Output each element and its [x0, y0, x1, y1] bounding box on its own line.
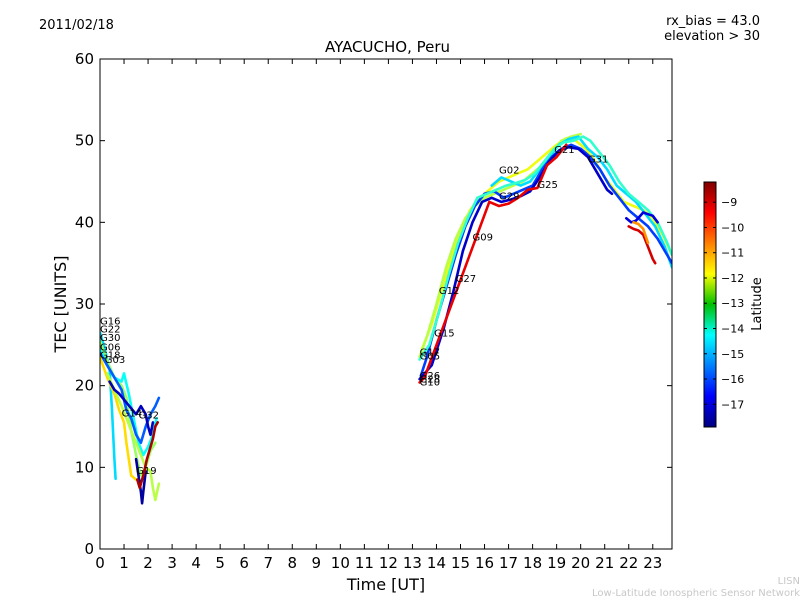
- x-tick-label: 2: [143, 554, 153, 572]
- satellite-label: G15: [434, 329, 454, 340]
- satellite-label: G12: [439, 286, 459, 297]
- y-tick-label: 40: [75, 213, 94, 231]
- tec-series-18: [632, 221, 650, 245]
- x-tick-label: 10: [331, 554, 350, 572]
- satellite-label: G18: [100, 351, 120, 362]
- colorbar-tick-label: −9: [721, 196, 737, 209]
- colorbar-tick-label: −13: [721, 297, 744, 310]
- y-tick-label: 30: [75, 295, 94, 313]
- x-tick-label: 8: [287, 554, 297, 572]
- tec-series-14: [418, 143, 568, 384]
- satellite-label: G27: [456, 274, 476, 285]
- x-tick-label: 4: [191, 554, 201, 572]
- satellite-label: G22: [100, 325, 120, 336]
- x-tick-label: 12: [379, 554, 398, 572]
- satellite-label: G14: [122, 409, 142, 420]
- chart-title: AYACUCHO, Peru: [324, 38, 451, 56]
- satellite-label: G09: [473, 232, 493, 243]
- satellite-label: G06: [100, 343, 120, 354]
- plot-frame: [99, 58, 673, 550]
- x-tick-label: 11: [355, 554, 374, 572]
- colorbar-label: Latitude: [750, 277, 765, 331]
- satellite-label: G29: [499, 192, 519, 203]
- tec-series-7: [134, 457, 147, 505]
- colorbar-tick-label: −16: [721, 373, 744, 386]
- data-series: [100, 132, 672, 505]
- y-tick-label: 50: [75, 132, 94, 150]
- x-tick-label: 22: [619, 554, 638, 572]
- satellite-label: G03: [105, 355, 125, 366]
- x-tick-label: 20: [571, 554, 590, 572]
- colorbar-tick-label: −14: [721, 322, 744, 335]
- x-tick-label: 17: [499, 554, 518, 572]
- satellite-label: G19: [136, 466, 156, 477]
- tec-series-3: [100, 351, 161, 445]
- tec-series-8: [136, 421, 159, 490]
- satellite-label: G31: [588, 155, 608, 166]
- x-axis-label: Time [UT]: [346, 575, 425, 594]
- tec-series-17: [627, 225, 657, 265]
- x-axis: 0 1 2 3 4 5 6 7 8 9 10 11 12 13 14 15 16 17 18 19 20 21 22 23: [95, 59, 662, 572]
- satellite-label: G25: [537, 180, 557, 191]
- x-tick-label: 3: [167, 554, 177, 572]
- x-tick-label: 18: [523, 554, 542, 572]
- tec-series-5: [105, 372, 161, 502]
- y-tick-label: 20: [75, 377, 94, 395]
- tec-series-16: [625, 211, 659, 224]
- colorbar-ticks: −9 −10 −11 −12 −13 −14 −15 −16 −17: [704, 196, 744, 411]
- satellite-label: G30: [100, 333, 120, 344]
- x-tick-label: 5: [215, 554, 225, 572]
- colorbar: [703, 181, 717, 428]
- satellite-label: G32: [139, 410, 159, 421]
- satellite-label: G21: [554, 145, 574, 156]
- date-label: 2011/02/18: [39, 18, 114, 33]
- x-tick-label: 1: [119, 554, 129, 572]
- colorbar-tick-label: −10: [721, 221, 744, 234]
- y-tick-label: 10: [75, 458, 94, 476]
- satellite-label: G17: [420, 348, 440, 359]
- network-full-name: Low-Latitude Ionospheric Sensor Network: [592, 588, 800, 599]
- satellite-label: G26: [420, 371, 440, 382]
- colorbar-tick-label: −15: [721, 348, 744, 361]
- y-tick-label: 0: [84, 540, 94, 558]
- x-tick-label: 23: [643, 554, 662, 572]
- x-tick-label: 6: [239, 554, 249, 572]
- x-tick-label: 16: [475, 554, 494, 572]
- network-short-name: LISN: [777, 576, 800, 587]
- tec-series-6: [108, 380, 155, 436]
- y-axis: 0 10 20 30 40 50 60: [75, 50, 672, 558]
- x-tick-label: 0: [95, 554, 105, 572]
- colorbar-tick-label: −12: [721, 272, 744, 285]
- satellite-label: G28: [420, 374, 440, 385]
- elevation-label: elevation > 30: [664, 29, 760, 44]
- colorbar-tick-label: −17: [721, 398, 744, 411]
- x-tick-label: 19: [547, 554, 566, 572]
- x-tick-label: 9: [312, 554, 322, 572]
- tec-series-15: [418, 135, 672, 361]
- colorbar-tick-label: −11: [721, 247, 744, 260]
- x-tick-label: 13: [403, 554, 422, 572]
- satellite-label: G02: [499, 165, 519, 176]
- rx-bias-label: rx_bias = 43.0: [666, 14, 760, 29]
- x-tick-label: 14: [427, 554, 446, 572]
- x-tick-label: 15: [451, 554, 470, 572]
- y-axis-label: TEC [UNITS]: [51, 256, 70, 354]
- satellite-labels: G16G22G30G06G18G03G14G32G19G17G05G26G28G…: [100, 145, 608, 477]
- x-tick-label: 7: [263, 554, 273, 572]
- satellite-label: G16: [100, 316, 120, 327]
- x-tick-label: 21: [595, 554, 614, 572]
- y-tick-label: 60: [75, 50, 94, 68]
- satellite-label: G10: [420, 378, 440, 389]
- tec-series-0: [100, 331, 117, 481]
- satellite-label: G05: [420, 352, 440, 363]
